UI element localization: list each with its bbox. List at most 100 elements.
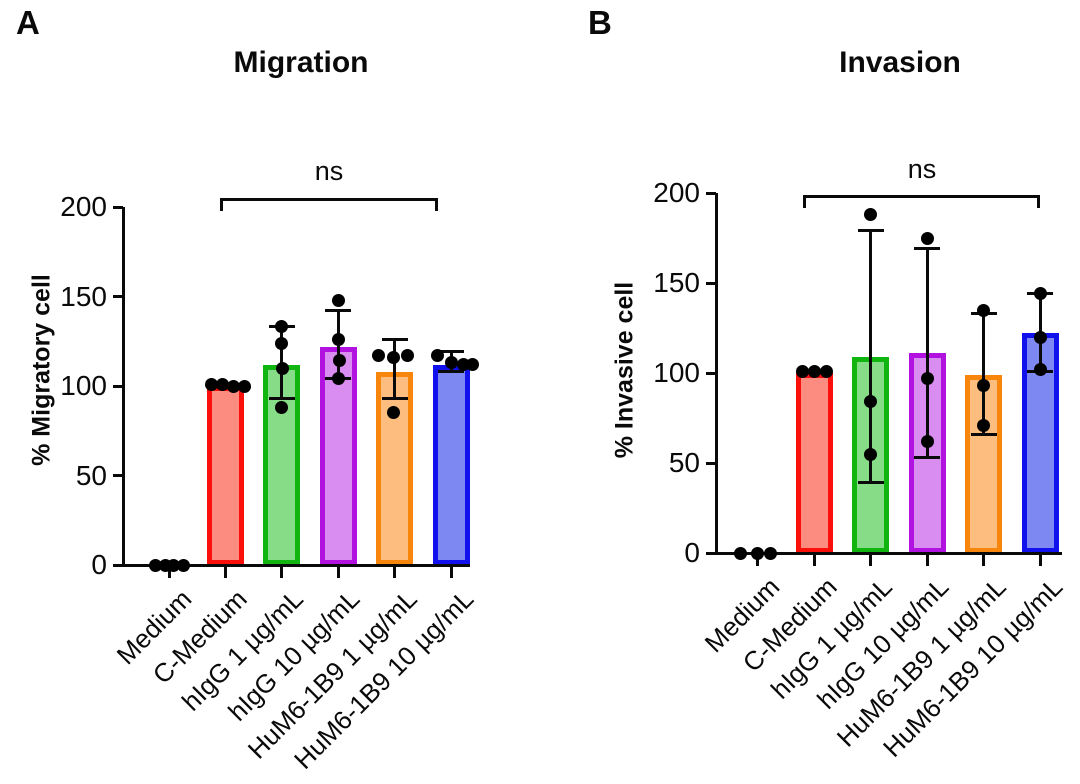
data-point	[276, 361, 289, 375]
significance-bracket-cap	[803, 195, 806, 208]
data-point	[977, 418, 990, 432]
error-bar-cap	[268, 397, 295, 401]
data-point	[387, 350, 400, 364]
x-axis-tick	[869, 554, 872, 566]
significance-bracket-cap	[1037, 195, 1040, 208]
x-axis-line	[715, 551, 1062, 555]
error-bar-line	[449, 351, 453, 372]
y-tick-label: 50	[668, 447, 700, 478]
data-point	[1033, 330, 1047, 344]
data-point	[275, 336, 288, 350]
migration-chart-title: Migration	[233, 46, 369, 79]
significance-bracket-cap	[220, 198, 223, 211]
data-point	[387, 406, 400, 420]
x-axis-tick	[280, 566, 283, 578]
data-point	[1033, 362, 1047, 376]
error-bar-cap	[914, 456, 940, 460]
data-point	[733, 546, 747, 560]
y-tick-label: 100	[653, 357, 700, 388]
data-point	[401, 349, 414, 363]
data-point	[226, 379, 240, 393]
x-category-label: HuM6-1B9 10 µg/mL	[287, 583, 479, 775]
data-point	[920, 371, 934, 385]
invasion-chart-title: Invasion	[839, 46, 961, 79]
error-bar-cap	[914, 247, 940, 251]
error-bar-line	[869, 230, 872, 483]
data-point	[1033, 287, 1047, 301]
y-tick-label: 0	[684, 537, 700, 568]
panel-letter-b: B	[588, 4, 612, 41]
significance-bracket	[220, 198, 438, 201]
bar-HuM6-1B9 10 µg/mL	[1021, 333, 1059, 553]
bar-hIgG 1 µg/mL	[852, 356, 889, 553]
error-bar-cap	[438, 350, 464, 354]
data-point	[332, 354, 346, 368]
y-tick-label: 200	[60, 191, 107, 222]
bar-HuM6-1B9 1 µg/mL	[376, 371, 413, 565]
data-point	[820, 364, 833, 378]
error-bar-cap	[381, 337, 408, 341]
error-bar-line	[280, 326, 283, 399]
significance-bracket-cap	[435, 198, 438, 211]
data-point	[372, 349, 385, 363]
x-axis-tick	[925, 554, 929, 566]
x-category-label: hIgG 1 µg/mL	[176, 583, 310, 717]
error-bar-line	[982, 313, 985, 435]
significance-bracket	[803, 195, 1040, 198]
data-point	[750, 546, 764, 560]
y-axis-tick	[706, 281, 716, 285]
y-axis-tick	[113, 384, 123, 388]
data-point	[331, 372, 345, 386]
data-point	[864, 208, 877, 222]
x-category-label: C-Medium	[146, 583, 253, 690]
bar-hIgG 10 µg/mL	[319, 346, 357, 565]
data-point	[444, 356, 458, 370]
y-axis-tick	[706, 551, 716, 555]
bar-C-Medium	[206, 386, 244, 565]
data-point	[166, 558, 180, 572]
y-axis-tick	[706, 371, 716, 375]
y-tick-label: 100	[60, 370, 107, 401]
y-axis-tick	[113, 205, 123, 209]
error-bar-cap	[325, 377, 351, 381]
bar-hIgG 1 µg/mL	[263, 364, 300, 565]
data-point	[763, 546, 777, 560]
bar-HuM6-1B9 1 µg/mL	[965, 374, 1002, 553]
y-axis-tick	[113, 295, 123, 298]
x-axis-tick	[982, 554, 985, 566]
significance-label-a: ns	[314, 156, 344, 186]
x-category-label: Medium	[110, 583, 197, 671]
x-category-label: hIgG 10 µg/mL	[222, 583, 366, 727]
error-bar-line	[1038, 293, 1042, 372]
data-point	[331, 293, 345, 307]
bar-hIgG 10 µg/mL	[908, 353, 946, 553]
x-axis-line	[122, 563, 470, 567]
data-point	[864, 395, 877, 409]
y-tick-label: 150	[60, 280, 107, 312]
error-bar-cap	[970, 312, 997, 316]
x-axis-tick	[813, 554, 816, 566]
x-axis-tick	[393, 566, 396, 578]
x-axis-tick	[1038, 554, 1042, 566]
x-axis-tick	[223, 566, 227, 578]
bar-HuM6-1B9 10 µg/mL	[432, 364, 470, 565]
data-point	[796, 364, 809, 378]
significance-label-b: ns	[907, 154, 937, 184]
x-category-label: HuM6-1B9 10 µg/mL	[876, 571, 1068, 763]
y-axis-tick	[113, 563, 123, 567]
data-point	[430, 349, 444, 363]
x-category-label: Medium	[698, 571, 785, 659]
x-category-label: HuM6-1B9 1 µg/mL	[830, 571, 1012, 753]
error-bar-cap	[1027, 292, 1053, 296]
panel-letter-a: A	[16, 4, 40, 41]
y-tick-label: 50	[75, 459, 107, 491]
data-point	[331, 332, 345, 346]
data-point	[920, 231, 934, 245]
data-point	[275, 320, 288, 334]
y-axis-title-b: % Invasive cell	[610, 281, 639, 459]
bar-C-Medium	[796, 373, 833, 553]
data-point	[920, 434, 934, 448]
